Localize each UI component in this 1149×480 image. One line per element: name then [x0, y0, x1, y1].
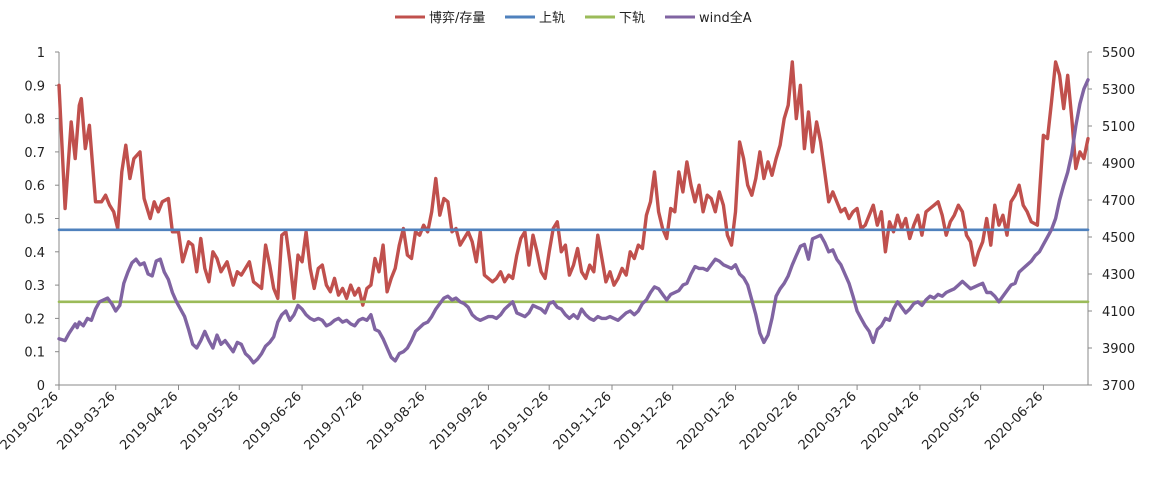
legend-label: wind全A	[699, 10, 752, 26]
y-right-tick-label: 4300	[1102, 268, 1135, 283]
x-tick-label: 2020-02-26	[737, 389, 801, 453]
x-tick-label: 2019-09-26	[427, 389, 491, 453]
y-right-tick-label: 4500	[1102, 231, 1135, 246]
y-right-tick-label: 5100	[1102, 120, 1135, 135]
chart-series-layer	[57, 60, 1090, 365]
y-right-tick-label: 5300	[1102, 83, 1135, 98]
chart-legend: 博弈/存量 上轨 下轨 wind全A	[395, 10, 752, 26]
y-left-tick-label: 0.3	[24, 279, 45, 294]
y-right-tick-label: 4900	[1102, 157, 1135, 172]
legend-label: 下轨	[619, 11, 645, 26]
series-line-0	[57, 60, 1090, 307]
y-left-tick-label: 0.9	[24, 79, 45, 94]
y-left-tick-label: 0.7	[24, 146, 45, 161]
x-tick-label: 2019-05-26	[178, 389, 242, 453]
x-tick-label: 2020-03-26	[796, 389, 860, 453]
x-tick-label: 2020-05-26	[919, 389, 983, 453]
y-right-tick-label: 3900	[1102, 342, 1135, 357]
y-right-tick-label: 5500	[1102, 46, 1135, 61]
x-tick-label: 2019-08-26	[364, 389, 428, 453]
legend-label: 博弈/存量	[429, 10, 485, 26]
y-right-tick-label: 4700	[1102, 194, 1135, 209]
x-tick-label: 2019-10-26	[488, 389, 552, 453]
y-right-tick-label: 4100	[1102, 305, 1135, 320]
x-tick-label: 2020-04-26	[859, 389, 923, 453]
y-left-tick-label: 0.8	[24, 113, 45, 128]
x-tick-label: 2019-07-26	[302, 389, 366, 453]
x-tick-label: 2020-06-26	[982, 389, 1046, 453]
x-tick-label: 2019-06-26	[241, 389, 305, 453]
y-left-tick-label: 1	[37, 46, 45, 61]
x-tick-label: 2019-11-26	[551, 389, 615, 453]
series-line-3	[57, 78, 1090, 365]
x-tick-label: 2019-04-26	[117, 389, 181, 453]
y-left-tick-label: 0.6	[24, 179, 45, 194]
y-left-tick-label: 0.5	[24, 213, 45, 228]
x-tick-label: 2019-12-26	[612, 389, 676, 453]
y-left-tick-label: 0.1	[24, 346, 45, 361]
x-tick-label: 2019-02-26	[0, 389, 62, 453]
y-right-tick-label: 3700	[1102, 379, 1135, 394]
y-left-tick-label: 0	[37, 379, 45, 394]
y-left-tick-label: 0.4	[24, 246, 45, 261]
x-tick-label: 2020-01-26	[674, 389, 738, 453]
legend-label: 上轨	[539, 11, 565, 26]
y-left-tick-label: 0.2	[24, 312, 45, 327]
x-tick-label: 2019-03-26	[55, 389, 119, 453]
